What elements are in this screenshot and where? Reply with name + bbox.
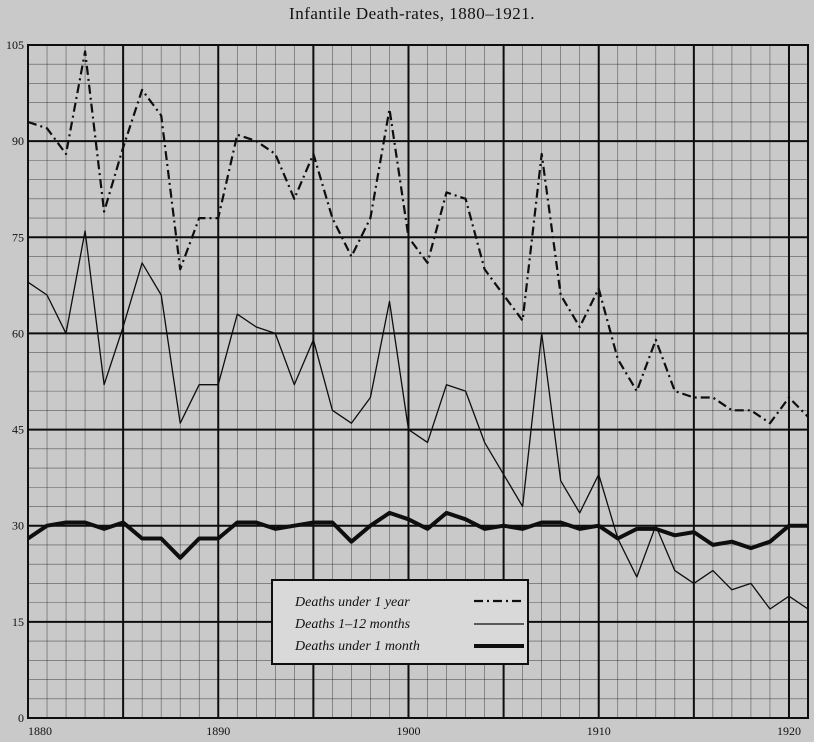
y-tick-label: 75 xyxy=(12,230,24,244)
plot-frame xyxy=(27,44,809,719)
legend-box xyxy=(271,579,529,665)
x-tick-label: 1890 xyxy=(206,724,230,738)
series-line-1 xyxy=(27,50,809,425)
series-lines xyxy=(26,50,809,610)
x-tick-label: 1910 xyxy=(587,724,611,738)
x-tick-label: 1880 xyxy=(28,724,52,738)
x-tick-label: 1920 xyxy=(777,724,801,738)
legend-label-1: Deaths under 1 year xyxy=(294,595,410,610)
y-tick-label: 105 xyxy=(6,38,24,52)
y-tick-label: 0 xyxy=(18,711,24,725)
legend-label-3: Deaths under 1 month xyxy=(294,639,420,654)
y-tick-label: 60 xyxy=(12,326,24,340)
chart-title: Infantile Death-rates, 1880–1921. xyxy=(289,4,535,23)
series-line-3 xyxy=(26,510,808,560)
y-tick-label: 15 xyxy=(12,615,24,629)
x-tick-label: 1900 xyxy=(396,724,420,738)
axis-ticks: 0 15 30 45 60 75 90 105 1880 1890 1900 1910 1920 xyxy=(6,38,801,738)
legend: Deaths under 1 year Deaths 1–12 months D… xyxy=(271,579,529,665)
y-tick-label: 30 xyxy=(12,519,24,533)
series-line-2 xyxy=(27,230,809,610)
y-tick-label: 45 xyxy=(12,423,24,437)
legend-label-2: Deaths 1–12 months xyxy=(294,617,411,632)
y-tick-label: 90 xyxy=(12,134,24,148)
